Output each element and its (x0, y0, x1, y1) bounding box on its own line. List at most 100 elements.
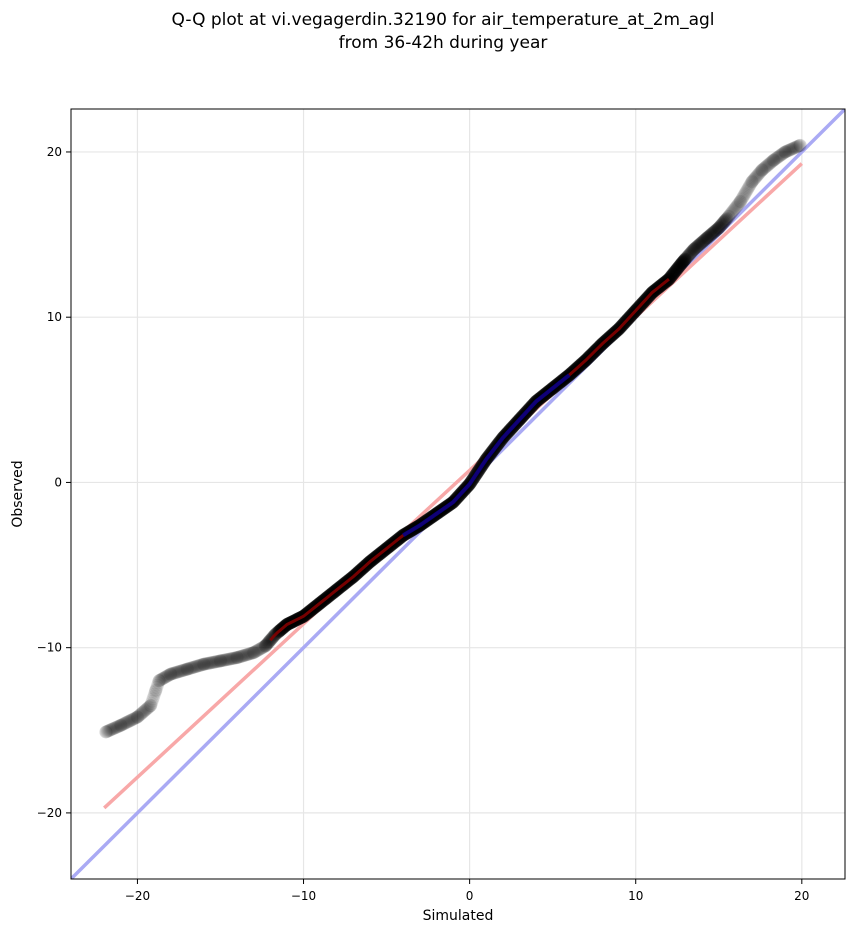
quantile-point (233, 650, 247, 664)
quantile-point (221, 652, 235, 666)
quantile-point (751, 168, 765, 182)
quantile-point (228, 651, 242, 665)
quantile-point (790, 140, 804, 154)
quantile-point (110, 720, 124, 734)
quantile-point (742, 179, 756, 193)
quantile-point (783, 143, 797, 157)
quantile-point (764, 156, 778, 170)
quantile-point (735, 193, 749, 207)
quantile-point (218, 653, 232, 667)
x-tick-label: 20 (794, 889, 809, 903)
quantile-point (745, 174, 759, 188)
quantile-point (779, 145, 792, 159)
quantile-point (133, 708, 147, 722)
quantile-point (185, 661, 199, 675)
quantile-point (737, 189, 751, 203)
quantile-point (681, 249, 695, 263)
quantile-point (178, 663, 192, 677)
quantile-point (207, 655, 221, 669)
quantile-point (232, 650, 246, 664)
y-axis-label: Observed (10, 460, 26, 527)
quantile-point (728, 201, 742, 215)
chart-title-line-2: from 36-42h during year (339, 33, 548, 53)
quantile-point (166, 666, 180, 680)
quantile-point (144, 699, 158, 713)
quantile-point (192, 659, 206, 673)
quantile-point (701, 231, 715, 245)
quantile-point (733, 195, 747, 209)
quantile-point (174, 664, 188, 678)
quantile-point (180, 662, 194, 676)
quantile-point (671, 262, 684, 276)
quantile-point (766, 154, 780, 168)
quantile-point (722, 209, 736, 223)
quantile-point (193, 658, 207, 672)
quantile-point (258, 639, 272, 653)
quantile-point (672, 260, 686, 274)
quantile-point (704, 227, 718, 241)
quantile-point (254, 642, 268, 656)
quantile-point (218, 653, 232, 667)
quantile-bands (269, 278, 670, 642)
quantile-point (121, 715, 135, 729)
quantile-point (671, 261, 685, 275)
quantile-anchor-point (144, 699, 158, 713)
quantile-point (208, 655, 222, 669)
x-tick-label: 10 (628, 889, 643, 903)
quantile-point (678, 252, 692, 266)
quantile-anchor-point (767, 153, 781, 167)
quantile-point (175, 664, 189, 678)
quantile-point (147, 690, 161, 704)
quantile-point (775, 147, 789, 161)
central-quantile-band (402, 373, 571, 538)
quantile-point (164, 667, 178, 681)
quantile-point (123, 714, 137, 728)
quantile-point (738, 186, 752, 200)
quantile-point (129, 711, 143, 725)
quantile-point (769, 151, 783, 165)
x-axis-label: Simulated (423, 908, 494, 924)
quantile-point (720, 212, 734, 226)
quantile-point (169, 665, 183, 679)
quantile-point (202, 656, 216, 670)
quantile-point (196, 657, 210, 671)
quantile-point (739, 185, 753, 199)
quantile-point (211, 654, 225, 668)
quantile-anchor-point (180, 662, 194, 676)
x-tick-label: 0 (466, 889, 474, 903)
quantile-point (149, 683, 163, 697)
y-tick-label: −20 (37, 806, 62, 820)
quantile-point (788, 141, 802, 155)
quantile-point (684, 246, 698, 260)
quantile-point (241, 647, 255, 661)
quantile-anchor-point (99, 725, 113, 739)
quantile-point (171, 665, 185, 679)
quantile-point (748, 171, 762, 185)
quantile-point (748, 172, 762, 186)
quantile-point (137, 705, 151, 719)
quantile-point (154, 673, 168, 687)
quantile-point (711, 221, 725, 235)
quantile-point (724, 207, 738, 221)
quantile-point (735, 191, 749, 205)
quantile-point (708, 224, 722, 238)
quantile-point (139, 703, 153, 717)
quantile-point (740, 183, 754, 197)
quantile-point (747, 173, 761, 187)
quantile-point (240, 648, 254, 662)
quantile-point (183, 661, 197, 675)
quantile-point (232, 650, 246, 664)
quantile-point (152, 674, 166, 688)
quantile-point (752, 166, 766, 180)
quantile-point (793, 138, 807, 152)
quantile-point (691, 239, 705, 253)
quantile-point (732, 196, 746, 210)
quantile-point (161, 669, 175, 683)
quantile-point (677, 254, 691, 268)
quantile-point (151, 678, 165, 692)
quantile-point (223, 652, 237, 666)
quantile-point (694, 237, 708, 251)
quantile-point (701, 230, 715, 244)
quantile-point (105, 722, 119, 736)
quantile-point (163, 668, 177, 682)
